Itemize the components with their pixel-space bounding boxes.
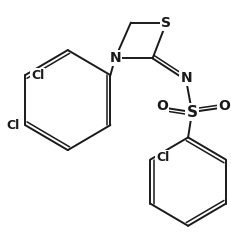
Text: N: N [109,51,120,65]
Text: N: N [179,71,191,85]
Text: Cl: Cl [6,119,19,132]
Text: S: S [161,16,171,29]
Text: O: O [217,99,229,113]
Text: S: S [186,105,197,120]
Text: O: O [155,99,167,113]
Text: Cl: Cl [31,69,44,82]
Text: Cl: Cl [156,151,169,164]
